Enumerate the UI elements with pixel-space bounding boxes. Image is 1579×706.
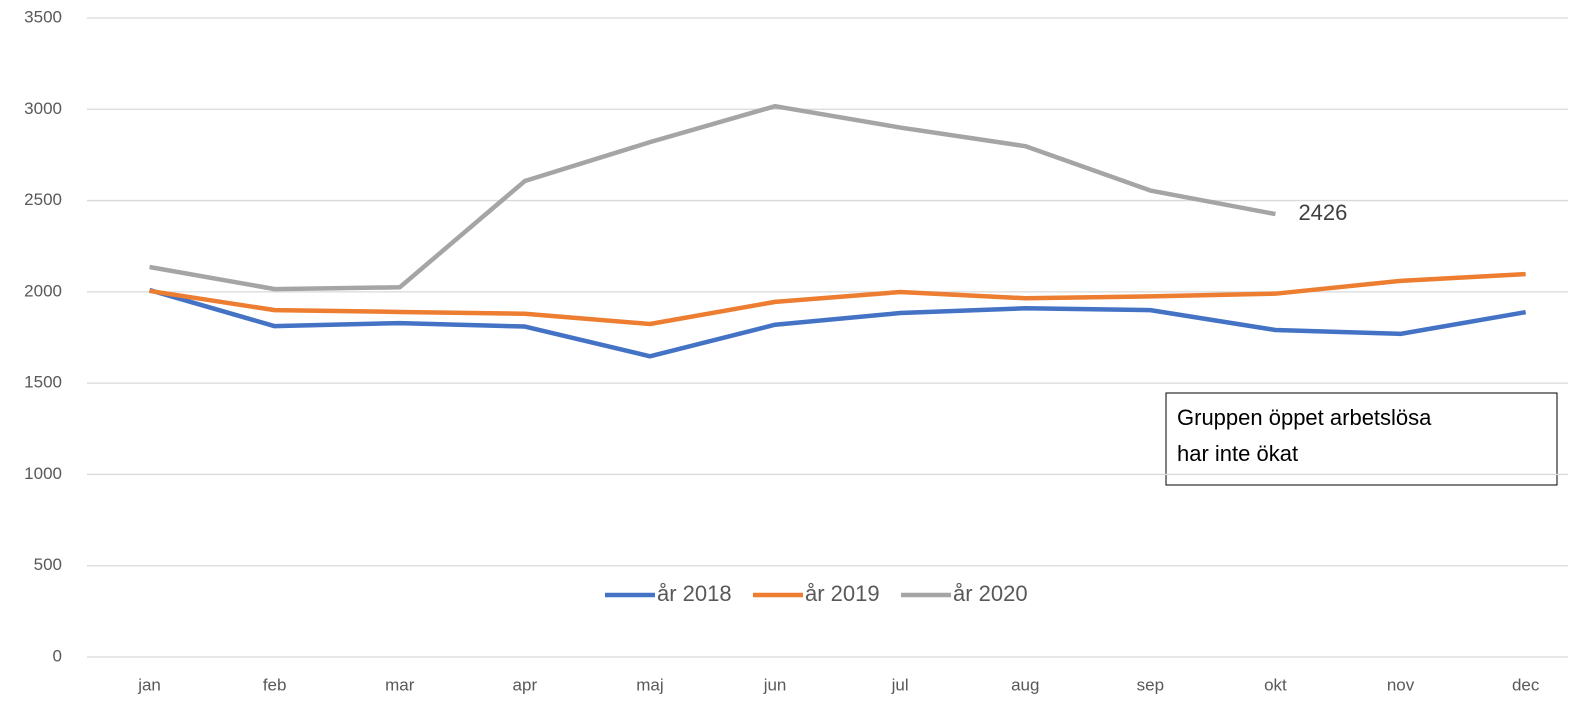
x-tick-label: jan <box>137 675 161 694</box>
y-tick-label: 3000 <box>24 99 62 118</box>
x-tick-label: maj <box>636 675 663 694</box>
annotation-box <box>1165 392 1558 486</box>
legend-label: år 2019 <box>805 581 880 606</box>
x-tick-label: apr <box>513 675 538 694</box>
series-line <box>149 271 1526 327</box>
x-tick-label: sep <box>1137 675 1164 694</box>
y-tick-label: 500 <box>34 555 62 574</box>
x-tick-label: okt <box>1264 675 1287 694</box>
x-tick-label: jul <box>891 675 909 694</box>
annotation: Gruppen öppet arbetslösa <box>1177 405 1432 430</box>
series-line <box>149 103 1276 292</box>
y-tick-label: 2000 <box>24 281 62 300</box>
legend-label: år 2018 <box>657 581 732 606</box>
y-tick-label: 1000 <box>24 464 62 483</box>
x-tick-label: feb <box>263 675 287 694</box>
annotation: har inte ökat <box>1177 441 1298 466</box>
legend-label: år 2020 <box>953 581 1028 606</box>
data-label: 2426 <box>1298 200 1347 225</box>
x-tick-label: jun <box>763 675 787 694</box>
x-tick-label: nov <box>1387 675 1415 694</box>
y-tick-label: 2500 <box>24 190 62 209</box>
x-tick-label: aug <box>1011 675 1039 694</box>
y-tick-label: 3500 <box>24 7 62 26</box>
x-tick-label: mar <box>385 675 415 694</box>
y-tick-label: 1500 <box>24 373 62 392</box>
series-line <box>148 287 1527 359</box>
x-tick-label: dec <box>1512 675 1540 694</box>
y-tick-label: 0 <box>53 646 62 665</box>
